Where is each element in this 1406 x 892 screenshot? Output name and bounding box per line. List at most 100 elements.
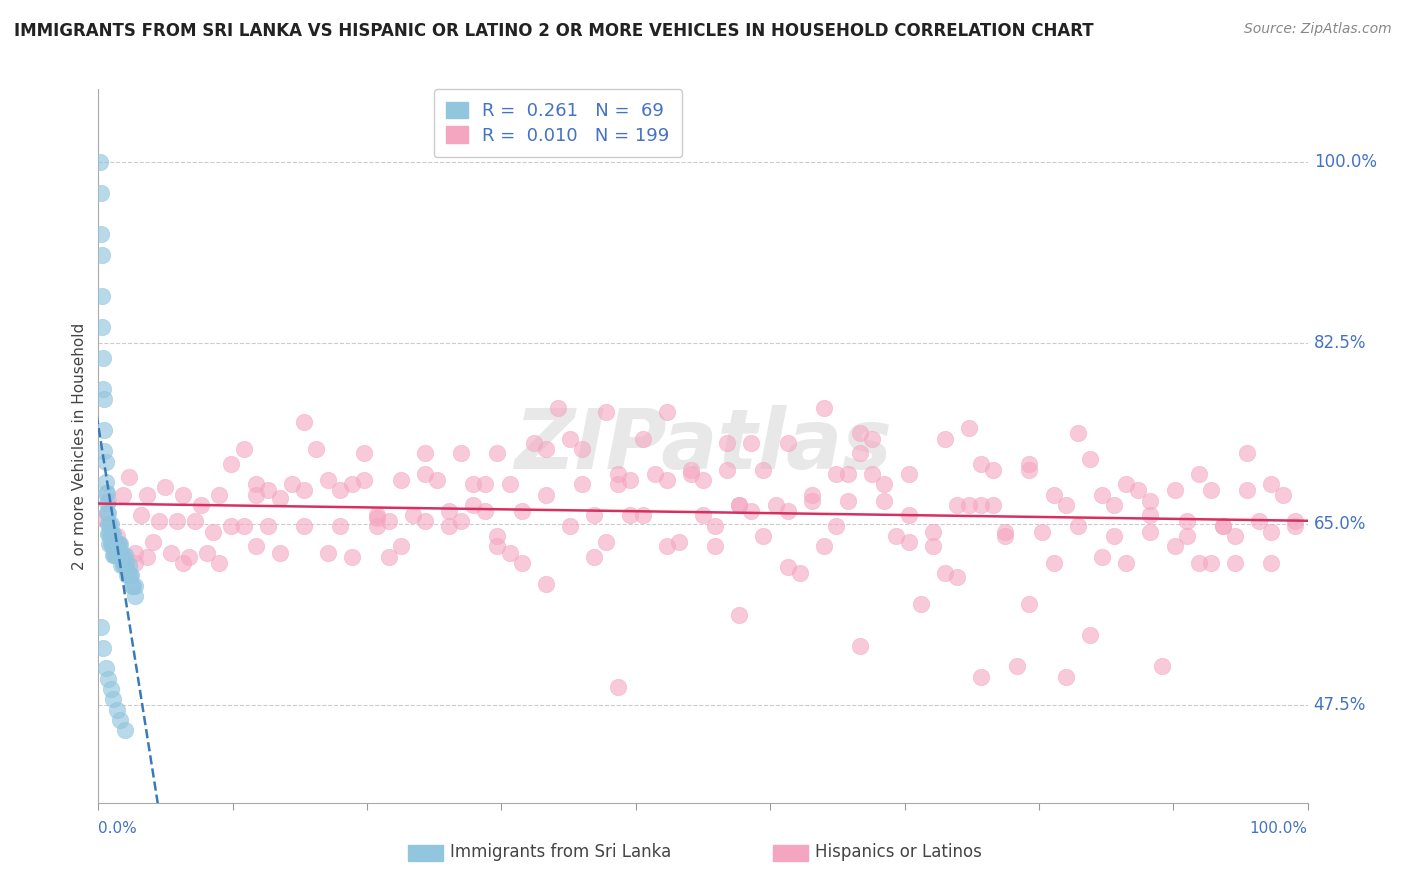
Point [105,537,128,551]
Point [160,545,183,559]
Point [245,487,267,501]
Point [1078,452,1101,467]
Point [1223,529,1246,543]
Point [94,661,117,675]
Point [91,320,114,334]
Point [90,227,112,241]
Point [849,446,872,460]
Point [118,558,141,572]
Point [114,558,136,572]
Point [91,248,114,262]
Point [281,477,304,491]
Point [1042,556,1064,570]
Point [1091,549,1114,564]
Point [450,446,472,460]
Point [103,548,125,562]
Text: 0.0%: 0.0% [98,822,138,837]
Point [256,483,278,498]
Point [122,579,145,593]
Point [100,681,122,696]
Point [728,498,751,512]
Point [740,504,762,518]
Point [1102,529,1125,543]
Legend: R =  0.261   N =  69, R =  0.010   N = 199: R = 0.261 N = 69, R = 0.010 N = 199 [433,89,682,157]
Point [305,442,328,456]
Point [607,467,630,481]
Point [970,498,993,512]
Point [402,508,425,523]
Point [108,548,131,562]
Point [692,508,714,523]
Point [221,518,243,533]
Point [910,597,932,611]
Point [91,640,114,655]
Point [1175,515,1198,529]
Point [486,446,509,460]
Point [934,566,956,581]
Point [934,432,956,446]
Text: 65.0%: 65.0% [1313,515,1367,533]
Point [728,498,751,512]
Point [342,549,364,564]
Point [765,498,787,512]
Point [1188,467,1211,481]
Point [91,382,114,396]
Point [860,432,883,446]
Point [921,524,943,539]
Point [90,620,112,634]
Point [571,477,593,491]
Point [118,470,141,484]
Point [245,539,267,553]
Point [105,529,128,543]
Point [413,467,436,481]
Point [96,496,118,510]
Point [498,477,520,491]
Point [97,527,120,541]
Point [105,703,128,717]
Point [93,424,115,438]
Point [957,498,980,512]
Point [208,487,231,501]
Point [94,485,117,500]
Point [510,556,533,570]
Point [1212,518,1234,533]
Point [946,570,969,584]
Text: IMMIGRANTS FROM SRI LANKA VS HISPANIC OR LATINO 2 OR MORE VEHICLES IN HOUSEHOLD : IMMIGRANTS FROM SRI LANKA VS HISPANIC OR… [14,22,1094,40]
Point [108,713,131,727]
Text: Immigrants from Sri Lanka: Immigrants from Sri Lanka [450,843,671,861]
Point [184,515,207,529]
Point [1284,515,1306,529]
Point [190,498,212,512]
Text: Hispanics or Latinos: Hispanics or Latinos [815,843,983,861]
Point [377,549,399,564]
Point [994,529,1017,543]
Point [103,537,125,551]
Point [886,529,908,543]
Point [716,436,738,450]
Point [583,549,606,564]
Point [981,463,1004,477]
Point [583,508,606,523]
Point [110,558,132,572]
Point [112,558,135,572]
Point [1188,556,1211,570]
Point [389,539,412,553]
Point [110,548,132,562]
Point [166,515,188,529]
Point [104,548,127,562]
Point [1163,539,1185,553]
Point [269,545,291,559]
Point [1212,518,1234,533]
Point [107,537,129,551]
Point [800,493,823,508]
Point [292,415,315,429]
Point [97,672,120,686]
Point [523,436,546,450]
Point [148,515,170,529]
Point [1139,524,1161,539]
Point [547,401,569,415]
Point [97,516,120,531]
Point [510,504,533,518]
Point [101,537,124,551]
Point [90,511,112,525]
